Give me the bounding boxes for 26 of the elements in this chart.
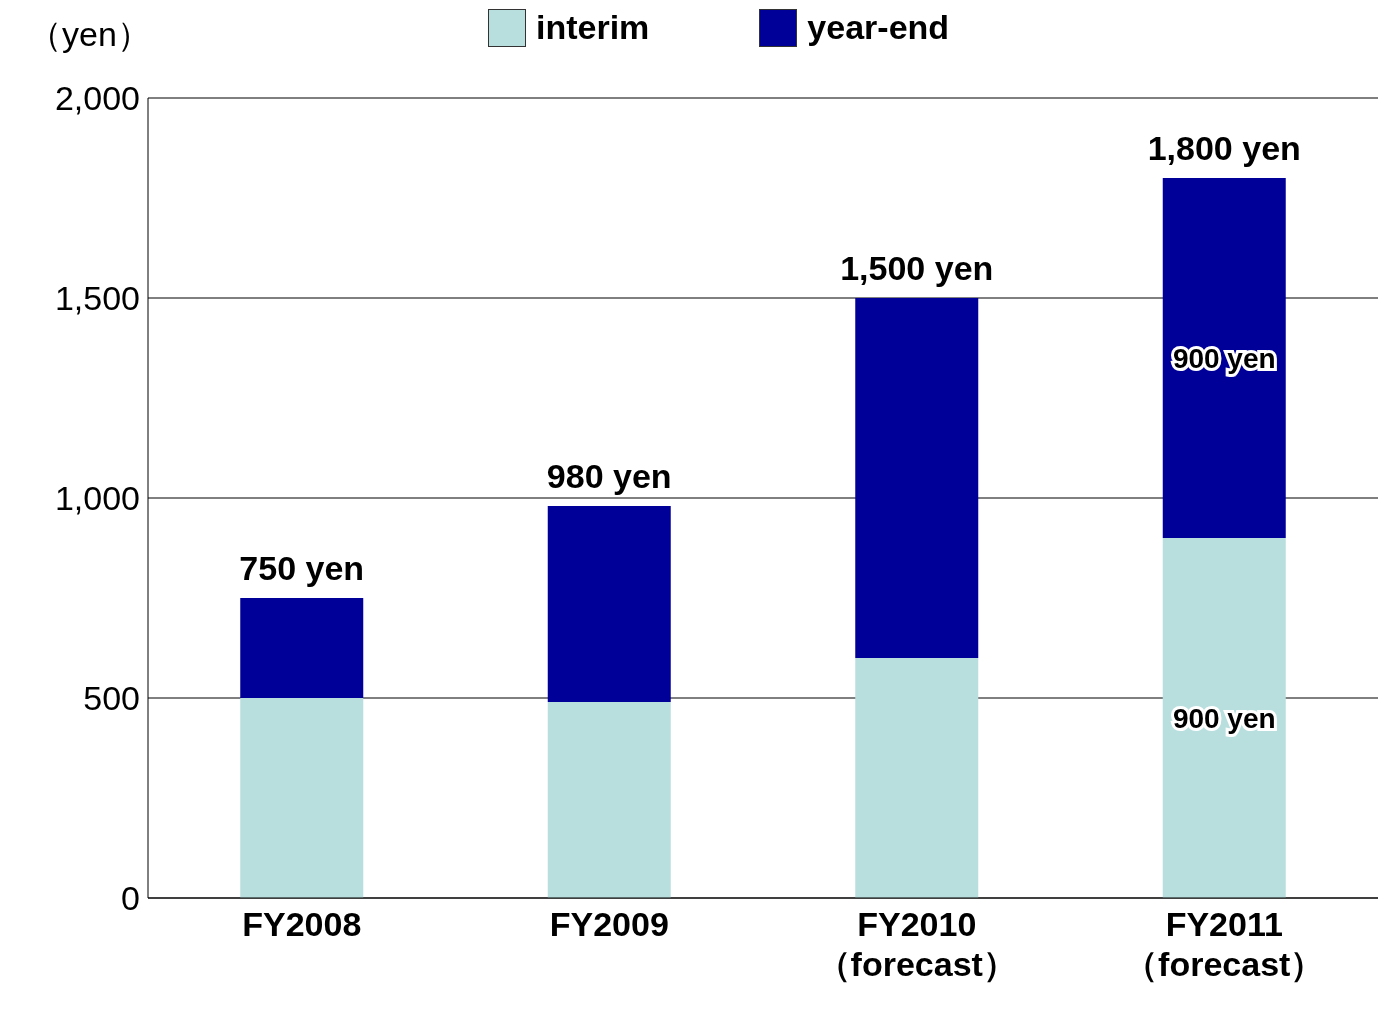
legend-label: year-end	[807, 8, 950, 47]
y-tick-label: 1,500	[54, 279, 140, 318]
legend-label: interim	[536, 8, 650, 47]
data-label: 900 yen	[1172, 703, 1276, 734]
bar	[855, 298, 979, 658]
bar	[240, 698, 364, 898]
total-label: 980 yen	[546, 457, 672, 495]
bar	[855, 658, 979, 898]
data-label: 900 yen	[1172, 343, 1276, 374]
total-label: 1,800 yen	[1147, 129, 1301, 167]
y-tick-label: 2,000	[54, 79, 140, 118]
bar	[547, 702, 671, 898]
x-tick-label: FY2009	[549, 905, 669, 943]
bar	[240, 598, 364, 698]
bar	[1162, 178, 1286, 538]
y-axis-title: （yen）	[28, 14, 151, 55]
x-tick-label: FY2010 （forecast）	[816, 905, 1017, 983]
total-label: 1,500 yen	[840, 249, 994, 287]
bar	[1162, 538, 1286, 898]
y-tick-label: 500	[83, 679, 140, 718]
total-label: 750 yen	[239, 549, 365, 587]
x-tick-label: FY2011 （forecast）	[1124, 905, 1325, 983]
y-tick-label: 0	[121, 879, 140, 918]
y-tick-label: 1,000	[54, 479, 140, 518]
x-tick-label: FY2008	[242, 905, 362, 943]
bar	[547, 506, 671, 702]
